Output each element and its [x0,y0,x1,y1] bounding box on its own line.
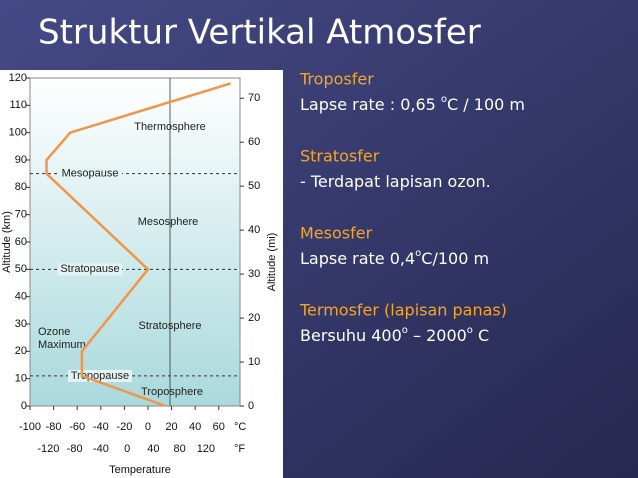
section-heading: Termosfer (lapisan panas) [299,301,507,320]
level-label: Stratopause [60,263,119,275]
section-line: Bersuhu 400o – 2000o C [300,325,489,345]
y-tick-label: 100 [9,127,27,139]
x2-tick-label: 40 [147,443,159,455]
temperature-line [45,82,231,408]
text-part: C/100 m [421,249,489,268]
section-line: - Terdapat lapisan ozon. [300,172,491,191]
text-part: Bersuhu 400 [300,326,402,345]
annotation: Stratosphere [139,320,202,332]
section-heading: Stratosfer [300,147,380,166]
y2-tick-label: 10 [248,356,260,368]
y2-tick-label: 40 [248,224,260,236]
x-tick-label: 40 [189,421,201,433]
text-part: o [441,94,447,105]
text-part: C [473,326,489,345]
y-tick-label: 0 [21,400,27,412]
y2-tick-label: 30 [248,268,260,280]
x2-tick-label: -40 [93,443,109,455]
x-tick-label: -60 [69,421,85,433]
x-tick-label: 60 [213,421,225,433]
x-tick-label: -80 [46,421,62,433]
x2-tick-label: -80 [67,443,83,455]
x2-unit: °F [234,443,245,455]
level-label: Tropopause [71,370,129,382]
x2-tick-label: 120 [197,443,215,455]
y-tick-label: 90 [15,154,27,166]
plot-area [29,77,241,407]
text-part: C / 100 m [447,95,525,114]
section-line: Lapse rate : 0,65 oC / 100 m [300,94,525,114]
section-line: Lapse rate 0,4oC/100 m [300,248,489,268]
text-part: – 2000 [408,326,467,345]
x-tick-label: -40 [93,421,109,433]
text-part: o [402,325,408,336]
y-tick-label: 60 [15,236,27,248]
y-tick-label: 50 [15,263,27,275]
x-unit: °C [234,421,246,433]
y2-tick-label: 20 [248,312,260,324]
y2-tick-label: 70 [248,92,260,104]
y-tick-label: 80 [15,181,27,193]
section-heading: Mesosfer [300,224,373,243]
annotation: Troposphere [141,386,203,398]
y2-tick-label: 0 [248,400,254,412]
annotation: Thermosphere [134,121,206,133]
annotation: Maximum [38,339,86,351]
y-tick-label: 10 [15,373,27,385]
x2-tick-label: 80 [174,443,186,455]
level-label-bg [58,263,122,276]
x-tick-label: 20 [165,421,177,433]
y-tick-label: 110 [9,99,27,111]
annotation: Mesosphere [138,216,199,228]
y2-tick-label: 60 [248,136,260,148]
text-part: o [467,325,473,336]
y-tick-label: 30 [15,318,27,330]
x-axis-label: Temperature [109,464,171,476]
text-part: Lapse rate : 0,65 [300,95,441,114]
level-label: Mesopause [62,168,119,180]
y-tick-label: 40 [15,291,27,303]
text-part: Lapse rate 0,4 [300,249,415,268]
slide-title: Struktur Vertikal Atmosfer [38,13,481,53]
figure: 0 10 20 30 40 50 60 70 80 90 100 110 120 0 10 20 30 40 50 6… [1,72,278,476]
x-tick-label: 0 [145,421,151,433]
annotation: Ozone [38,326,70,338]
y2-tick-label: 50 [248,180,260,192]
text-part: o [415,248,421,259]
level-label-bg [58,167,122,180]
x-tick-label: -20 [116,421,132,433]
y-tick-label: 120 [9,72,27,84]
x-tick-label: -100 [19,421,41,433]
x2-tick-label: -120 [37,443,59,455]
x2-tick-label: 0 [124,443,130,455]
section-heading: Troposfer [299,70,374,89]
text-part: - Terdapat lapisan ozon. [300,172,491,191]
y2-axis-label: Altitude (mi) [266,233,278,292]
y-axis-label: Altitude (km) [1,211,13,273]
y-tick-label: 20 [15,345,27,357]
level-label-bg [68,369,132,382]
y-tick-label: 70 [15,209,27,221]
